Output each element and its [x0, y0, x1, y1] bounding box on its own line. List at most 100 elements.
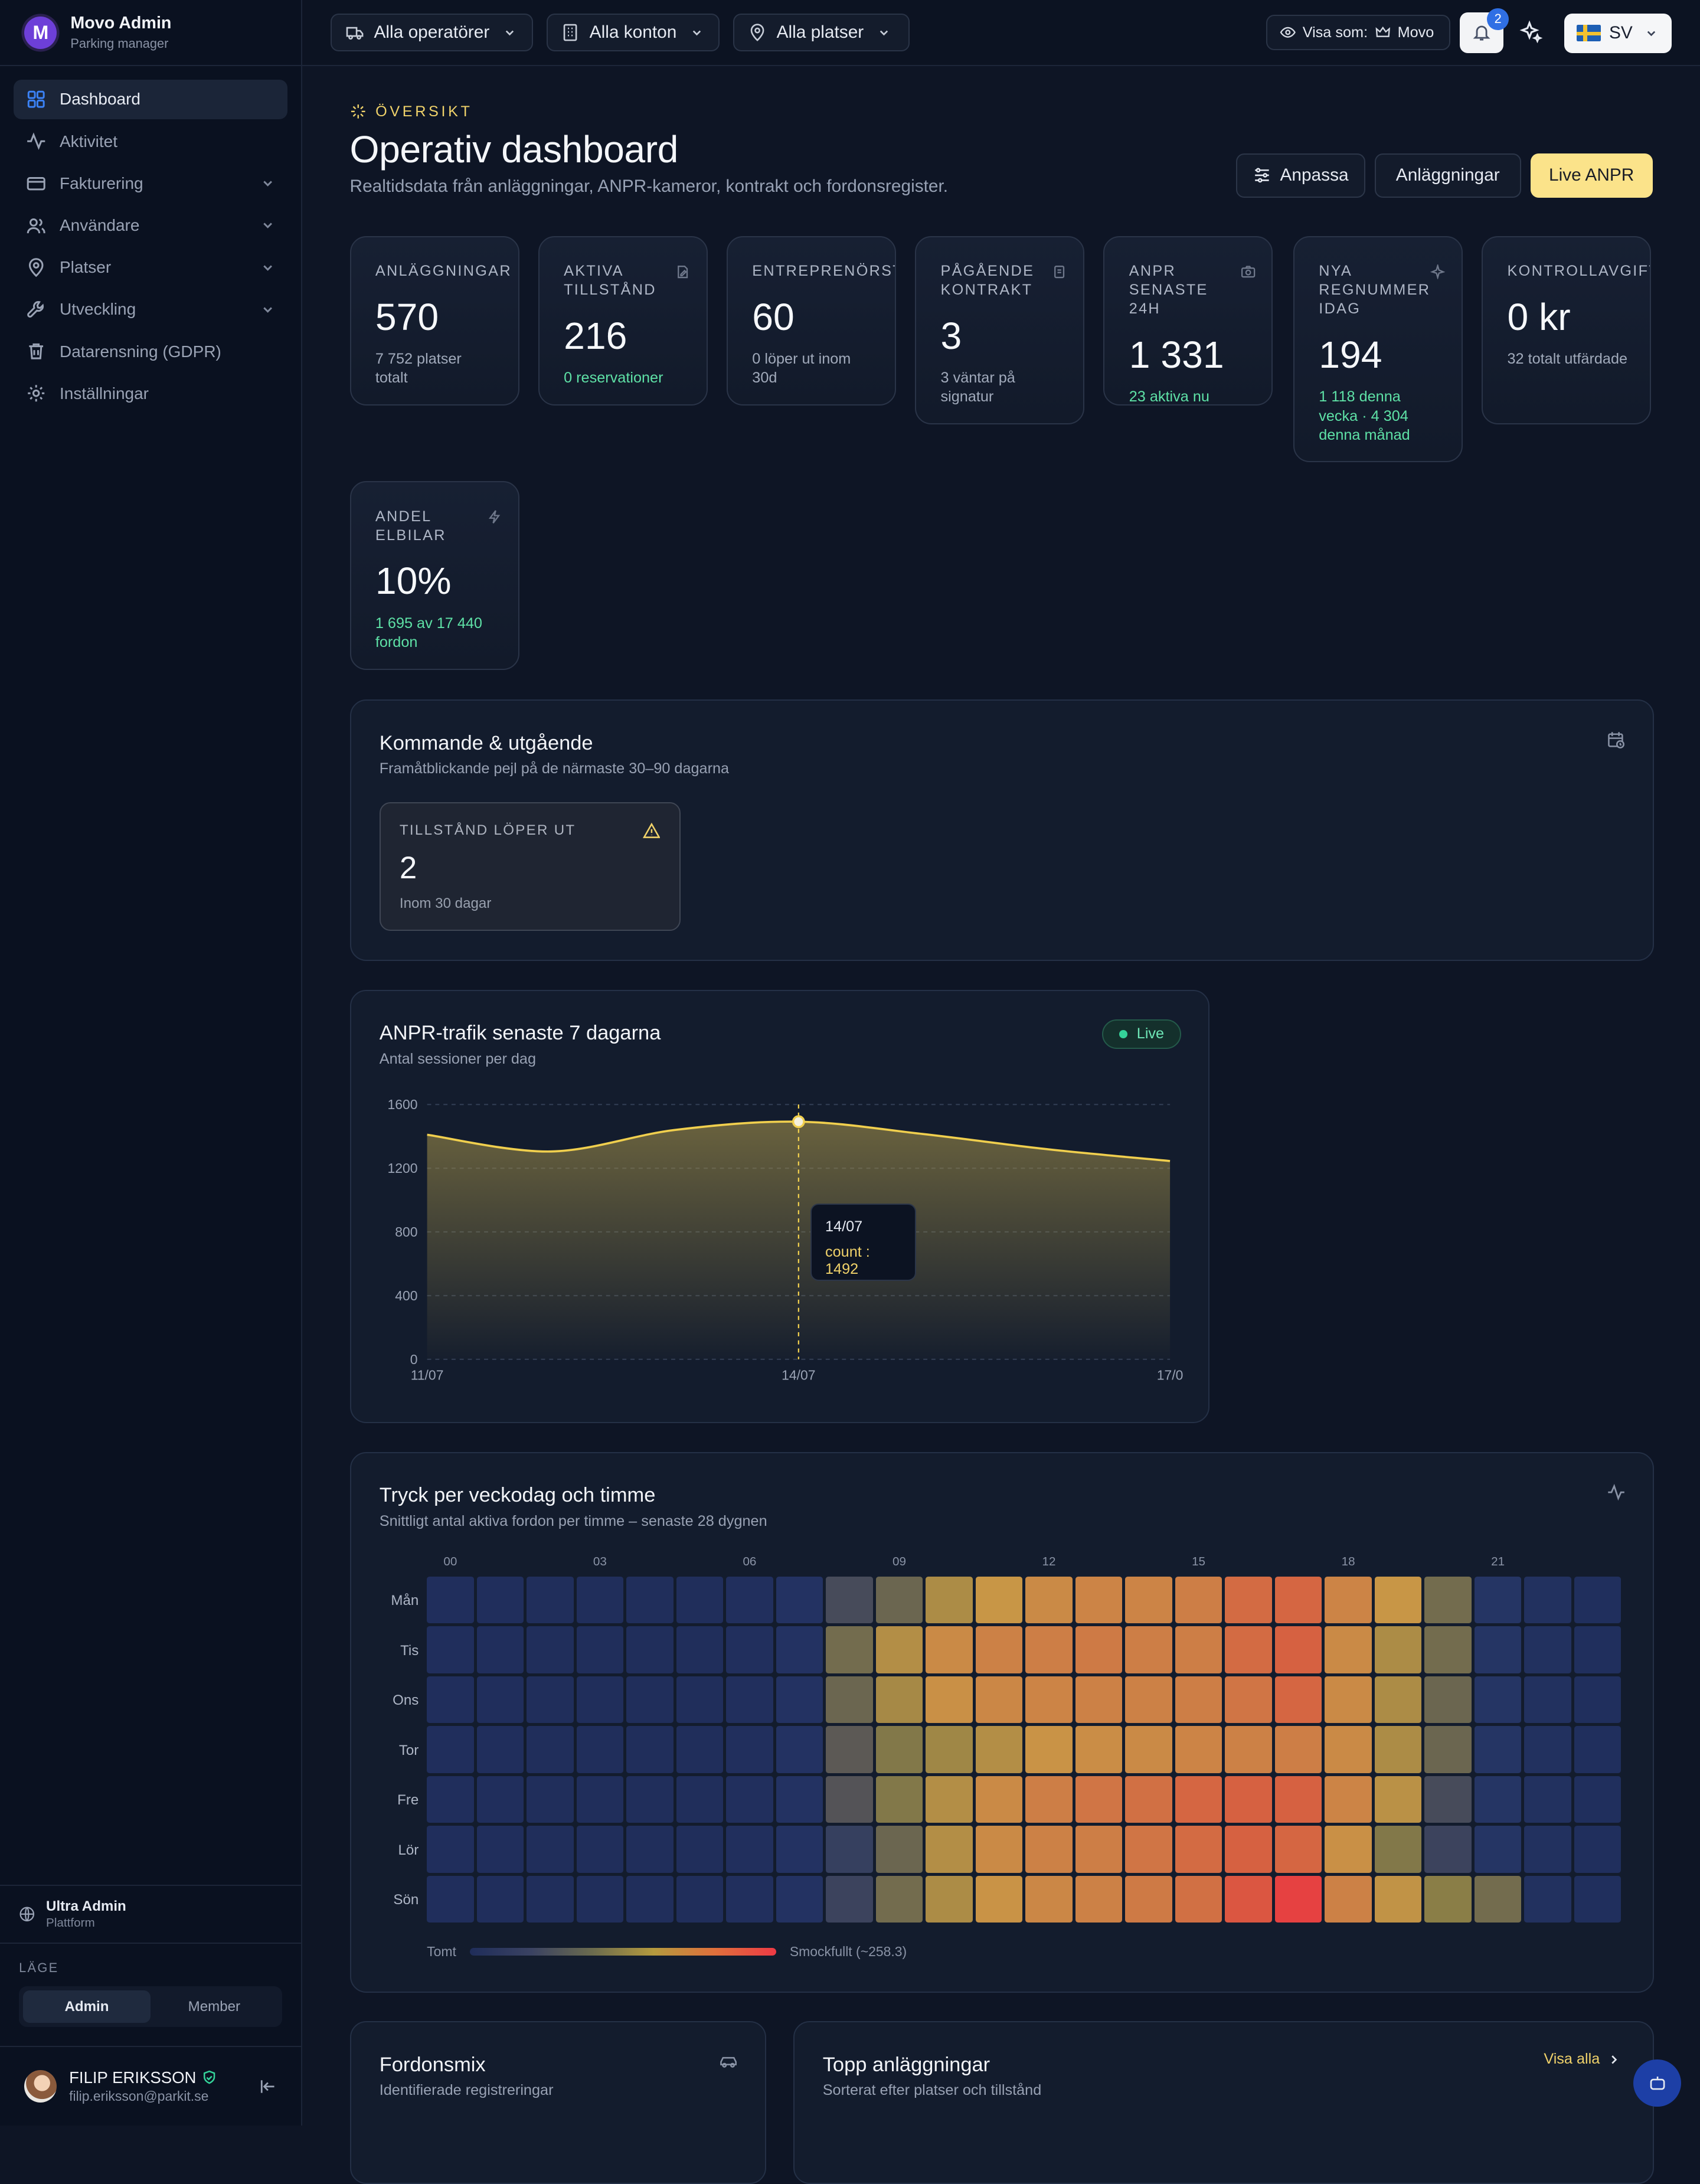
- heatmap-cell[interactable]: [676, 1876, 723, 1923]
- heatmap-cell[interactable]: [1424, 1826, 1471, 1872]
- heatmap-cell[interactable]: [1325, 1577, 1371, 1623]
- heatmap-cell[interactable]: [976, 1726, 1022, 1773]
- stat-card-ongoing-contracts[interactable]: PÅGÅENDE KONTRAKT 3 3 väntar på signatur: [915, 236, 1084, 424]
- heatmap-cell[interactable]: [1475, 1726, 1521, 1773]
- heatmap-cell[interactable]: [1075, 1776, 1122, 1823]
- heatmap-cell[interactable]: [776, 1876, 823, 1923]
- brand[interactable]: M Movo Admin Parking manager: [0, 0, 301, 66]
- heatmap-cell[interactable]: [577, 1726, 623, 1773]
- heatmap-cell[interactable]: [1125, 1826, 1172, 1872]
- heatmap-cell[interactable]: [577, 1876, 623, 1923]
- heatmap-cell[interactable]: [1524, 1876, 1571, 1923]
- heatmap-cell[interactable]: [1574, 1776, 1621, 1823]
- heatmap-cell[interactable]: [876, 1776, 923, 1823]
- heatmap-cell[interactable]: [676, 1726, 723, 1773]
- heatmap-cell[interactable]: [726, 1626, 773, 1673]
- heatmap-cell[interactable]: [626, 1826, 673, 1872]
- heatmap-cell[interactable]: [926, 1826, 972, 1872]
- heatmap-cell[interactable]: [976, 1626, 1022, 1673]
- heatmap-cell[interactable]: [1475, 1577, 1521, 1623]
- mode-admin-option[interactable]: Admin: [23, 1990, 151, 2023]
- heatmap-cell[interactable]: [527, 1876, 573, 1923]
- customize-button[interactable]: Anpassa: [1236, 153, 1365, 198]
- heatmap-cell[interactable]: [1475, 1676, 1521, 1723]
- heatmap-cell[interactable]: [427, 1776, 473, 1823]
- heatmap-cell[interactable]: [1175, 1577, 1222, 1623]
- heatmap-cell[interactable]: [427, 1577, 473, 1623]
- heatmap-cell[interactable]: [1275, 1876, 1322, 1923]
- heatmap-cell[interactable]: [1025, 1676, 1072, 1723]
- heatmap-cell[interactable]: [676, 1626, 723, 1673]
- heatmap-cell[interactable]: [1475, 1776, 1521, 1823]
- heatmap-cell[interactable]: [1175, 1826, 1222, 1872]
- heatmap-cell[interactable]: [1175, 1876, 1222, 1923]
- heatmap-cell[interactable]: [776, 1626, 823, 1673]
- heatmap-cell[interactable]: [1424, 1626, 1471, 1673]
- heatmap-cell[interactable]: [1175, 1676, 1222, 1723]
- org-switcher[interactable]: Ultra Admin Plattform: [0, 1885, 301, 1943]
- heatmap-cell[interactable]: [726, 1826, 773, 1872]
- live-anpr-button[interactable]: Live ANPR: [1531, 153, 1653, 198]
- heatmap-cell[interactable]: [626, 1577, 673, 1623]
- heatmap-cell[interactable]: [527, 1726, 573, 1773]
- heatmap-cell[interactable]: [776, 1577, 823, 1623]
- heatmap-cell[interactable]: [427, 1626, 473, 1673]
- heatmap-cell[interactable]: [626, 1876, 673, 1923]
- heatmap-cell[interactable]: [1175, 1776, 1222, 1823]
- heatmap-cell[interactable]: [826, 1826, 872, 1872]
- stat-card-anpr-24h[interactable]: ANPR SENASTE 24H 1 331 23 aktiva nu: [1103, 236, 1273, 406]
- heatmap-cell[interactable]: [1574, 1577, 1621, 1623]
- heatmap-cell[interactable]: [1524, 1726, 1571, 1773]
- heatmap-cell[interactable]: [1574, 1876, 1621, 1923]
- heatmap-cell[interactable]: [577, 1826, 623, 1872]
- heatmap-cell[interactable]: [976, 1577, 1022, 1623]
- language-selector[interactable]: SV: [1564, 14, 1671, 53]
- heatmap-cell[interactable]: [1375, 1776, 1421, 1823]
- heatmap-cell[interactable]: [527, 1626, 573, 1673]
- sidebar-item-settings[interactable]: Inställningar: [14, 374, 287, 413]
- heatmap-cell[interactable]: [477, 1577, 524, 1623]
- stat-card-contractor-permits[interactable]: ENTREPRENÖRSTILLSTÅND 60 0 löper ut inom…: [727, 236, 896, 406]
- heatmap-cell[interactable]: [1025, 1726, 1072, 1773]
- heatmap-cell[interactable]: [527, 1826, 573, 1872]
- mode-member-option[interactable]: Member: [151, 1990, 278, 2023]
- heatmap-cell[interactable]: [1025, 1776, 1072, 1823]
- heatmap-cell[interactable]: [1275, 1676, 1322, 1723]
- heatmap-cell[interactable]: [1574, 1826, 1621, 1872]
- heatmap-cell[interactable]: [427, 1726, 473, 1773]
- heatmap-cell[interactable]: [926, 1676, 972, 1723]
- heatmap-cell[interactable]: [1125, 1776, 1172, 1823]
- heatmap-cell[interactable]: [1424, 1876, 1471, 1923]
- place-filter[interactable]: Alla platser: [733, 14, 910, 51]
- heatmap-cell[interactable]: [776, 1676, 823, 1723]
- heatmap-cell[interactable]: [876, 1726, 923, 1773]
- heatmap-cell[interactable]: [477, 1676, 524, 1723]
- heatmap-cell[interactable]: [577, 1676, 623, 1723]
- heatmap-cell[interactable]: [577, 1776, 623, 1823]
- heatmap-cell[interactable]: [1574, 1626, 1621, 1673]
- heatmap-cell[interactable]: [1524, 1776, 1571, 1823]
- heatmap-cell[interactable]: [676, 1577, 723, 1623]
- heatmap-cell[interactable]: [1075, 1726, 1122, 1773]
- heatmap-cell[interactable]: [1125, 1626, 1172, 1673]
- heatmap-cell[interactable]: [1225, 1826, 1271, 1872]
- heatmap-cell[interactable]: [527, 1577, 573, 1623]
- heatmap-cell[interactable]: [427, 1876, 473, 1923]
- heatmap-cell[interactable]: [826, 1626, 872, 1673]
- heatmap-cell[interactable]: [926, 1876, 972, 1923]
- heatmap-cell[interactable]: [577, 1626, 623, 1673]
- heatmap-cell[interactable]: [477, 1776, 524, 1823]
- view-all-link[interactable]: Visa alla: [1544, 2051, 1620, 2068]
- heatmap-cell[interactable]: [1275, 1826, 1322, 1872]
- heatmap-cell[interactable]: [1175, 1726, 1222, 1773]
- heatmap-cell[interactable]: [1375, 1676, 1421, 1723]
- heatmap-cell[interactable]: [776, 1726, 823, 1773]
- heatmap-cell[interactable]: [1524, 1826, 1571, 1872]
- heatmap-cell[interactable]: [876, 1826, 923, 1872]
- heatmap-cell[interactable]: [1574, 1726, 1621, 1773]
- view-as-button[interactable]: Visa som: Movo: [1266, 15, 1450, 50]
- heatmap-cell[interactable]: [726, 1577, 773, 1623]
- heatmap-cell[interactable]: [477, 1726, 524, 1773]
- heatmap-cell[interactable]: [1125, 1577, 1172, 1623]
